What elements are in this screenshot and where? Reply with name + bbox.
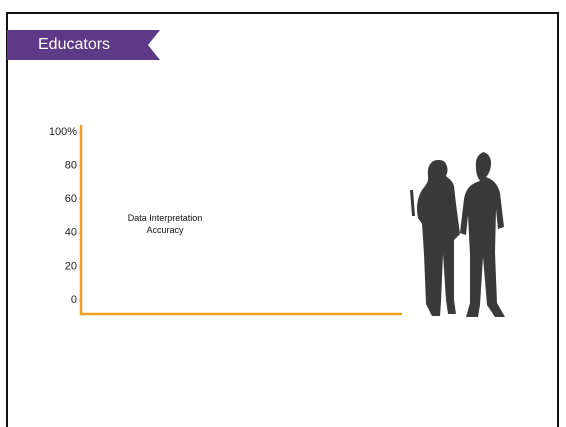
chart-annotation: Data Interpretation Accuracy bbox=[127, 213, 203, 235]
y-tick-label: 20 bbox=[65, 260, 77, 272]
title-banner bbox=[7, 30, 160, 60]
y-tick-label: 40 bbox=[65, 227, 77, 239]
y-tick-label: 80 bbox=[65, 160, 77, 172]
people-silhouette bbox=[410, 152, 505, 317]
y-tick-label: 60 bbox=[65, 193, 77, 205]
y-tick-label: 100% bbox=[49, 126, 77, 138]
slide-frame bbox=[6, 12, 559, 427]
slide-title: Educators bbox=[38, 36, 110, 53]
y-tick-label: 0 bbox=[71, 294, 77, 306]
